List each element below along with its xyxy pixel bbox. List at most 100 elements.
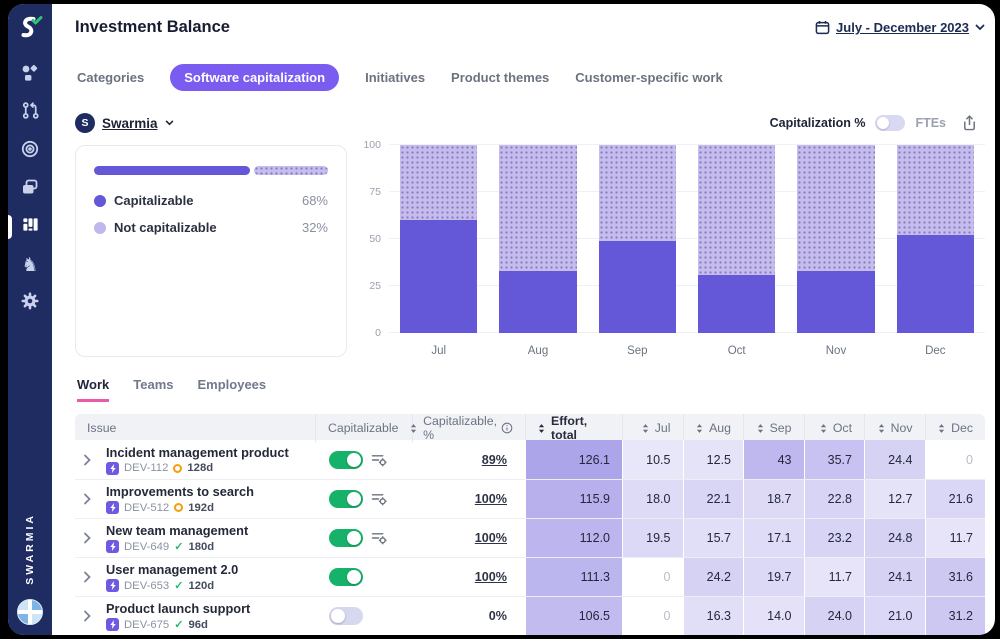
capitalization-percent-label[interactable]: Capitalization % bbox=[770, 116, 866, 130]
table-row[interactable]: Improvements to search DEV-512 192d bbox=[75, 479, 985, 518]
issue-days: 96d bbox=[188, 619, 207, 631]
tab-categories[interactable]: Categories bbox=[77, 70, 144, 85]
y-tick-label: 25 bbox=[369, 280, 381, 292]
month-effort-cell-jul: 18.0 bbox=[622, 480, 683, 518]
col-header-dec[interactable]: Dec bbox=[925, 414, 986, 442]
expand-chevron-icon[interactable] bbox=[79, 489, 96, 509]
y-tick-label: 100 bbox=[363, 139, 381, 151]
bar-segment-not-capitalizable bbox=[698, 145, 775, 275]
bar-segment-not-capitalizable bbox=[897, 145, 974, 235]
sort-icon[interactable] bbox=[642, 424, 649, 433]
sidebar-item-pull-requests[interactable] bbox=[8, 94, 52, 132]
capitalizable-percent[interactable]: 100% bbox=[475, 570, 507, 584]
subtab-work[interactable]: Work bbox=[77, 377, 109, 402]
bar-slot bbox=[488, 145, 587, 333]
sidebar-item-investment-balance[interactable] bbox=[8, 208, 52, 246]
export-icon[interactable] bbox=[962, 115, 977, 131]
y-tick-label: 0 bbox=[375, 327, 381, 339]
expand-chevron-icon[interactable] bbox=[79, 450, 96, 470]
filter-settings-icon[interactable] bbox=[371, 453, 387, 467]
sort-icon[interactable] bbox=[538, 424, 545, 433]
sidebar-item-settings[interactable] bbox=[8, 284, 52, 322]
subtab-employees[interactable]: Employees bbox=[198, 377, 267, 402]
col-header-nov[interactable]: Nov bbox=[864, 414, 925, 442]
capitalizable-toggle[interactable] bbox=[329, 451, 363, 469]
sidebar-item-reports[interactable] bbox=[8, 170, 52, 208]
tab-customer-specific-work[interactable]: Customer-specific work bbox=[575, 70, 722, 85]
issue-title[interactable]: User management 2.0 bbox=[106, 562, 238, 577]
sidebar: ♞ SWARMIA bbox=[8, 4, 52, 635]
month-effort-cell-dec: 31.2 bbox=[925, 597, 986, 635]
table-row[interactable]: Incident management product DEV-112 128d bbox=[75, 440, 985, 479]
bar-segment-capitalizable bbox=[599, 241, 676, 333]
bar-slot bbox=[588, 145, 687, 333]
month-effort-cell-jul: 19.5 bbox=[622, 519, 683, 557]
tab-product-themes[interactable]: Product themes bbox=[451, 70, 549, 85]
sort-icon[interactable] bbox=[410, 424, 417, 433]
legend-label: Not capitalizable bbox=[114, 220, 217, 235]
capitalizable-percent[interactable]: 89% bbox=[482, 453, 507, 467]
col-header-capitalizable-pct[interactable]: Capitalizable, % bbox=[412, 414, 525, 442]
col-header-sep[interactable]: Sep bbox=[743, 414, 804, 442]
table-row[interactable]: Product launch support DEV-675 ✓ 96d bbox=[75, 596, 985, 635]
capitalizable-percent[interactable]: 100% bbox=[475, 531, 507, 545]
user-avatar[interactable] bbox=[17, 599, 43, 625]
table-row[interactable]: User management 2.0 DEV-653 ✓ 120d bbox=[75, 557, 985, 596]
info-icon[interactable] bbox=[501, 422, 513, 434]
issue-title[interactable]: Incident management product bbox=[106, 445, 289, 460]
stacked-bar-nov[interactable] bbox=[797, 145, 874, 333]
col-header-oct[interactable]: Oct bbox=[804, 414, 865, 442]
filter-settings-icon[interactable] bbox=[371, 492, 387, 506]
x-tick-label: Oct bbox=[687, 337, 786, 357]
sort-icon[interactable] bbox=[938, 424, 945, 433]
sidebar-item-goals[interactable] bbox=[8, 132, 52, 170]
month-effort-cell-jul: 0 bbox=[622, 597, 683, 635]
table-row[interactable]: New team management DEV-649 ✓ 180d bbox=[75, 518, 985, 557]
issue-id: DEV-675 bbox=[124, 619, 169, 631]
sort-icon[interactable] bbox=[696, 424, 703, 433]
expand-chevron-icon[interactable] bbox=[79, 567, 96, 587]
sort-icon[interactable] bbox=[757, 424, 764, 433]
y-tick-label: 50 bbox=[369, 233, 381, 245]
date-range-picker[interactable]: July - December 2023 bbox=[815, 20, 985, 35]
capitalizable-percent[interactable]: 100% bbox=[475, 492, 507, 506]
team-selector[interactable]: S Swarmia bbox=[75, 113, 174, 133]
unit-toggle[interactable] bbox=[875, 115, 905, 131]
bar-segment-capitalizable bbox=[797, 271, 874, 333]
stacked-bar-sep[interactable] bbox=[599, 145, 676, 333]
legend-value: 68% bbox=[302, 193, 328, 208]
col-header-aug[interactable]: Aug bbox=[683, 414, 744, 442]
sidebar-item-strategy[interactable]: ♞ bbox=[8, 246, 52, 284]
swarmia-logo-icon[interactable] bbox=[16, 14, 44, 42]
expand-chevron-icon[interactable] bbox=[79, 606, 96, 626]
capitalizable-toggle[interactable] bbox=[329, 607, 363, 625]
stacked-bar-jul[interactable] bbox=[400, 145, 477, 333]
capitalizable-toggle[interactable] bbox=[329, 568, 363, 586]
epic-icon bbox=[106, 540, 119, 553]
sidebar-item-overview[interactable] bbox=[8, 56, 52, 94]
stacked-bar-dec[interactable] bbox=[897, 145, 974, 333]
issue-title[interactable]: New team management bbox=[106, 523, 248, 538]
issue-title[interactable]: Improvements to search bbox=[106, 484, 254, 499]
capitalizable-percent[interactable]: 0% bbox=[489, 609, 507, 623]
col-header-jul[interactable]: Jul bbox=[622, 414, 683, 442]
issue-id: DEV-649 bbox=[124, 541, 169, 553]
issue-title[interactable]: Product launch support bbox=[106, 601, 250, 616]
sort-icon[interactable] bbox=[820, 424, 827, 433]
stacked-bar-oct[interactable] bbox=[698, 145, 775, 333]
stacked-bar-aug[interactable] bbox=[499, 145, 576, 333]
capitalizable-toggle[interactable] bbox=[329, 490, 363, 508]
sort-icon[interactable] bbox=[878, 424, 885, 433]
month-effort-cell-dec: 11.7 bbox=[925, 519, 986, 557]
month-effort-cell-nov: 24.8 bbox=[864, 519, 925, 557]
capitalizable-toggle[interactable] bbox=[329, 529, 363, 547]
tab-software-capitalization[interactable]: Software capitalization bbox=[170, 64, 339, 91]
col-header-capitalizable: Capitalizable bbox=[315, 414, 412, 442]
tab-initiatives[interactable]: Initiatives bbox=[365, 70, 425, 85]
col-header-effort-total[interactable]: Effort, total bbox=[525, 414, 622, 442]
filter-settings-icon[interactable] bbox=[371, 531, 387, 545]
expand-chevron-icon[interactable] bbox=[79, 528, 96, 548]
subtab-teams[interactable]: Teams bbox=[133, 377, 173, 402]
ftes-label[interactable]: FTEs bbox=[915, 116, 946, 130]
month-effort-cell-aug: 12.5 bbox=[683, 440, 744, 479]
